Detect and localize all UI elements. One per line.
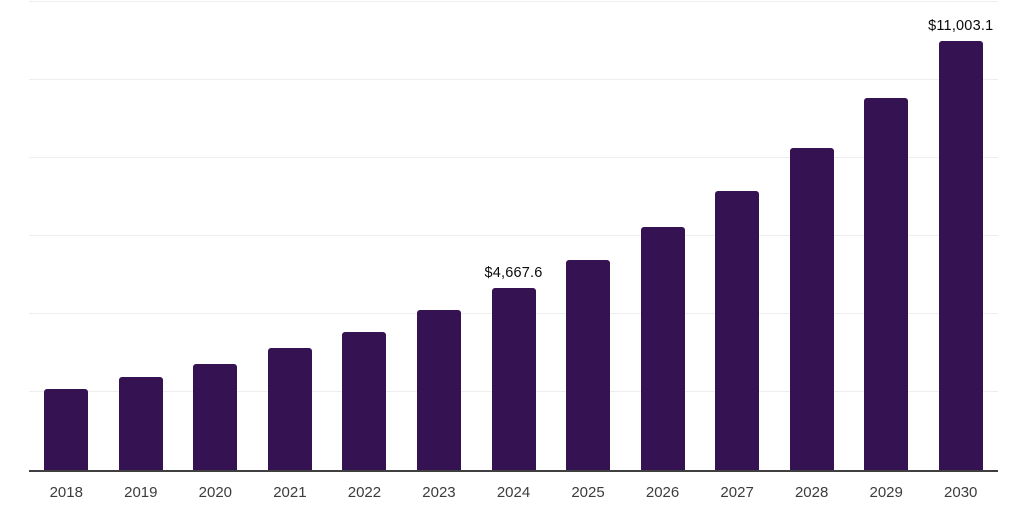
x-tick-2025: 2025	[571, 484, 605, 501]
bar-2019	[118, 377, 163, 470]
x-tick-2018: 2018	[49, 484, 83, 501]
bar-2023	[416, 309, 461, 470]
bar-2027	[715, 190, 760, 470]
bar-2028	[789, 147, 834, 470]
gridline-10000	[29, 79, 998, 80]
x-tick-2029: 2029	[869, 484, 903, 501]
x-tick-2030: 2030	[944, 484, 978, 501]
bar-2029	[864, 98, 909, 470]
bar-2026	[640, 227, 685, 470]
bar-2025	[566, 259, 611, 470]
gridline-12000	[29, 1, 998, 2]
bar-value-label-2024: $4,667.6	[484, 264, 543, 281]
bar-2022	[342, 331, 387, 470]
bar-2030	[938, 40, 983, 470]
x-tick-2019: 2019	[124, 484, 158, 501]
x-tick-2028: 2028	[794, 484, 829, 501]
x-tick-2024: 2024	[496, 484, 531, 501]
bar-2018	[44, 388, 89, 470]
x-tick-2026: 2026	[645, 484, 680, 501]
x-tick-2027: 2027	[720, 484, 754, 501]
x-tick-2020: 2020	[198, 484, 233, 501]
bar-2024	[491, 287, 536, 470]
x-tick-2022: 2022	[347, 484, 382, 501]
bar-2021	[267, 347, 312, 470]
gridline-6000	[29, 235, 998, 236]
gridline-8000	[29, 157, 998, 158]
x-tick-2021: 2021	[273, 484, 307, 501]
x-tick-2023: 2023	[422, 484, 456, 501]
x-axis: 2018 2019 2020 2021 2022 2023 2024 2025 2026 2027…	[29, 472, 998, 512]
bar-2020	[193, 363, 238, 470]
bar-value-label-2030: $11,003.1	[928, 17, 994, 34]
plot-area: $4,667.6 $11,003.1	[29, 0, 998, 472]
